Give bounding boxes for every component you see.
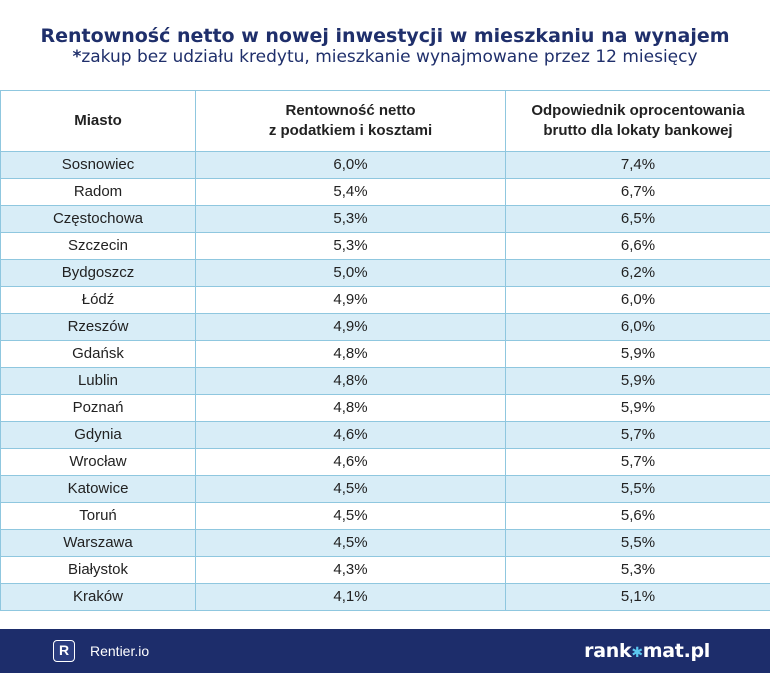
net-profitability-cell: 6,0% <box>195 151 506 179</box>
deposit-equivalent-cell: 6,0% <box>505 313 770 341</box>
table-row: Lublin 4,8% 5,9% <box>0 367 770 395</box>
rankomat-logo: rank✱mat.pl <box>584 639 710 665</box>
table-row: Sosnowiec 6,0% 7,4% <box>0 151 770 179</box>
deposit-equivalent-cell: 5,7% <box>505 421 770 449</box>
deposit-equivalent-cell: 5,9% <box>505 394 770 422</box>
net-profitability-cell: 5,3% <box>195 205 506 233</box>
net-profitability-cell: 5,3% <box>195 232 506 260</box>
table-row: Wrocław 4,6% 5,7% <box>0 448 770 476</box>
deposit-equivalent-cell: 5,9% <box>505 340 770 368</box>
net-profitability-cell: 4,9% <box>195 286 506 314</box>
table-row: Łódź 4,9% 6,0% <box>0 286 770 314</box>
table-row: Warszawa 4,5% 5,5% <box>0 529 770 557</box>
rentier-logo-icon: R <box>53 640 75 662</box>
city-cell: Gdańsk <box>0 340 196 368</box>
net-profitability-cell: 4,6% <box>195 448 506 476</box>
net-profitability-cell: 4,8% <box>195 367 506 395</box>
header-deposit-line2: brutto dla lokaty bankowej <box>543 122 733 139</box>
table-body: Sosnowiec 6,0% 7,4% Radom 5,4% 6,7% Częstochow… <box>0 151 770 611</box>
header-deposit-equivalent: Odpowiednik oprocentowania brutto dla lok… <box>505 90 770 152</box>
rankomat-part1: rank <box>584 640 632 662</box>
net-profitability-cell: 4,8% <box>195 340 506 368</box>
city-cell: Poznań <box>0 394 196 422</box>
net-profitability-cell: 4,5% <box>195 475 506 503</box>
city-cell: Sosnowiec <box>0 151 196 179</box>
deposit-equivalent-cell: 6,7% <box>505 178 770 206</box>
header-city: Miasto <box>0 90 196 152</box>
deposit-equivalent-cell: 5,9% <box>505 367 770 395</box>
rankomat-star-icon: ✱ <box>631 645 643 661</box>
deposit-equivalent-cell: 6,6% <box>505 232 770 260</box>
deposit-equivalent-cell: 5,1% <box>505 583 770 611</box>
header-net-line1: Rentowność netto <box>285 102 416 119</box>
city-cell: Łódź <box>0 286 196 314</box>
net-profitability-cell: 4,3% <box>195 556 506 584</box>
city-cell: Kraków <box>0 583 196 611</box>
table-row: Rzeszów 4,9% 6,0% <box>0 313 770 341</box>
city-cell: Lublin <box>0 367 196 395</box>
net-profitability-cell: 4,5% <box>195 502 506 530</box>
header-net-profitability: Rentowność netto z podatkiem i kosztami <box>195 90 506 152</box>
subtitle-text: zakup bez udziału kredytu, mieszkanie wy… <box>81 47 698 67</box>
deposit-equivalent-cell: 5,6% <box>505 502 770 530</box>
table-row: Toruń 4,5% 5,6% <box>0 502 770 530</box>
table-row: Gdańsk 4,8% 5,9% <box>0 340 770 368</box>
city-cell: Gdynia <box>0 421 196 449</box>
table-row: Kraków 4,1% 5,1% <box>0 583 770 611</box>
deposit-equivalent-cell: 6,0% <box>505 286 770 314</box>
city-cell: Wrocław <box>0 448 196 476</box>
net-profitability-cell: 4,1% <box>195 583 506 611</box>
net-profitability-cell: 4,6% <box>195 421 506 449</box>
table-header-row: Miasto Rentowność netto z podatkiem i kos… <box>0 90 770 152</box>
city-cell: Szczecin <box>0 232 196 260</box>
city-cell: Warszawa <box>0 529 196 557</box>
city-cell: Białystok <box>0 556 196 584</box>
rankomat-part2: mat.pl <box>642 640 711 662</box>
table-row: Katowice 4,5% 5,5% <box>0 475 770 503</box>
deposit-equivalent-cell: 5,3% <box>505 556 770 584</box>
table-row: Szczecin 5,3% 6,6% <box>0 232 770 260</box>
rentier-brand: Rentier.io <box>90 643 150 659</box>
deposit-equivalent-cell: 5,5% <box>505 529 770 557</box>
table-row: Gdynia 4,6% 5,7% <box>0 421 770 449</box>
table-row: Białystok 4,3% 5,3% <box>0 556 770 584</box>
city-cell: Radom <box>0 178 196 206</box>
city-cell: Bydgoszcz <box>0 259 196 287</box>
table-row: Bydgoszcz 5,0% 6,2% <box>0 259 770 287</box>
deposit-equivalent-cell: 6,2% <box>505 259 770 287</box>
net-profitability-cell: 4,8% <box>195 394 506 422</box>
city-cell: Rzeszów <box>0 313 196 341</box>
table-row: Poznań 4,8% 5,9% <box>0 394 770 422</box>
city-cell: Częstochowa <box>0 205 196 233</box>
deposit-equivalent-cell: 6,5% <box>505 205 770 233</box>
net-profitability-cell: 5,0% <box>195 259 506 287</box>
net-profitability-cell: 5,4% <box>195 178 506 206</box>
city-cell: Katowice <box>0 475 196 503</box>
deposit-equivalent-cell: 7,4% <box>505 151 770 179</box>
deposit-equivalent-cell: 5,5% <box>505 475 770 503</box>
subtitle-asterisk: * <box>72 47 82 67</box>
page-subtitle: *zakup bez udziału kredytu, mieszkanie w… <box>0 46 770 68</box>
deposit-equivalent-cell: 5,7% <box>505 448 770 476</box>
table-row: Częstochowa 5,3% 6,5% <box>0 205 770 233</box>
table-row: Radom 5,4% 6,7% <box>0 178 770 206</box>
net-profitability-cell: 4,9% <box>195 313 506 341</box>
net-profitability-cell: 4,5% <box>195 529 506 557</box>
header-net-line2: z podatkiem i kosztami <box>268 122 433 139</box>
header-city-label: Miasto <box>74 112 122 129</box>
page-title: Rentowność netto w nowej inwestycji w mi… <box>40 25 730 47</box>
profitability-table: Miasto Rentowność netto z podatkiem i kos… <box>0 90 770 611</box>
footer-bar: R Rentier.io rank✱mat.pl <box>0 629 770 673</box>
header-deposit-line1: Odpowiednik oprocentowania <box>531 102 745 119</box>
city-cell: Toruń <box>0 502 196 530</box>
